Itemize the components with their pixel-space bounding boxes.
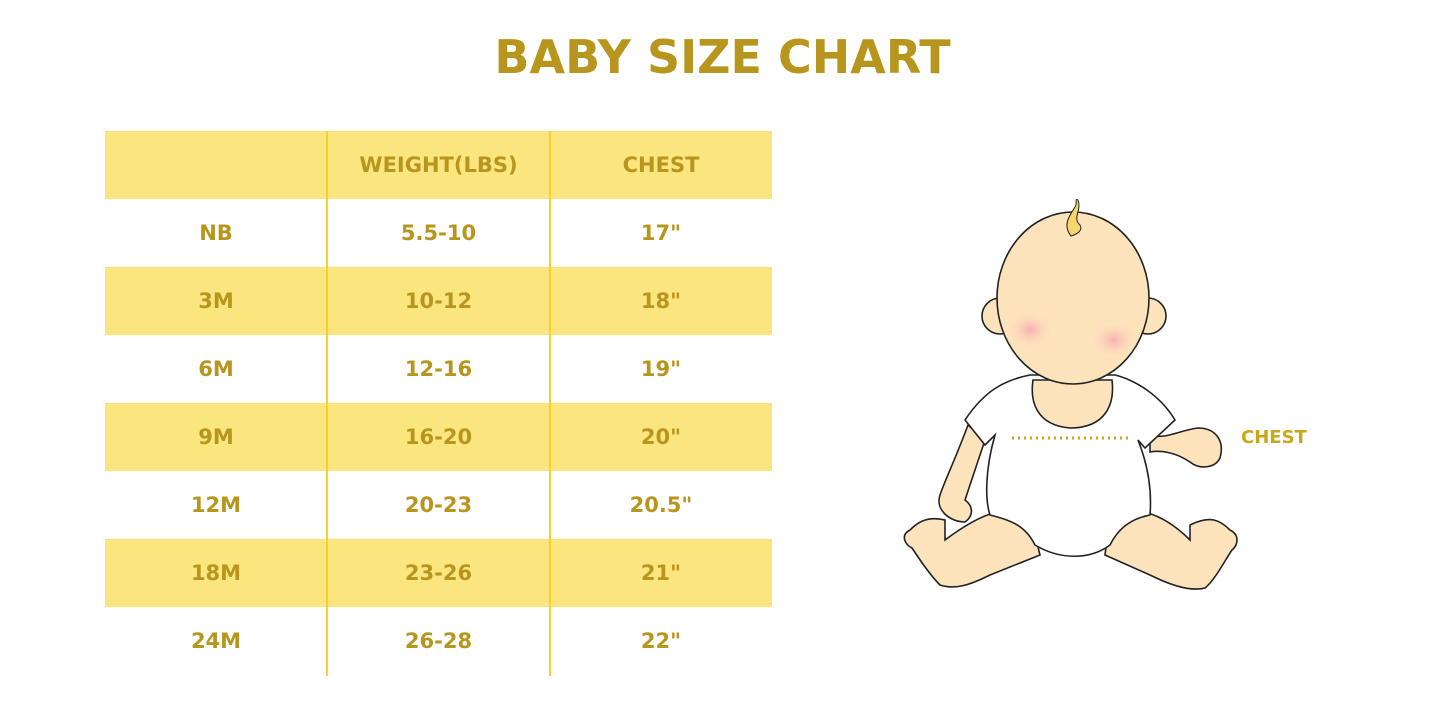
column-divider: [549, 131, 551, 676]
weight-cell: 12-16: [404, 357, 473, 381]
size-cell: 9M: [198, 425, 234, 449]
chest-cell: 19": [640, 357, 682, 381]
chest-cell: 21": [640, 561, 682, 585]
table-row: 24M 26-28 22": [105, 607, 772, 675]
size-cell: 3M: [198, 289, 234, 313]
table-row: 6M 12-16 19": [105, 335, 772, 403]
size-cell: 6M: [198, 357, 234, 381]
chest-cell: 18": [640, 289, 682, 313]
weight-cell: 16-20: [404, 425, 473, 449]
table-row: 18M 23-26 21": [105, 539, 772, 607]
column-divider: [326, 131, 328, 676]
weight-cell: 10-12: [404, 289, 473, 313]
table-header-row: WEIGHT(LBS) CHEST: [105, 131, 772, 199]
page-title: BABY SIZE CHART: [494, 30, 951, 84]
chest-cell: 20.5": [629, 493, 693, 517]
weight-cell: 20-23: [404, 493, 473, 517]
table-row: 3M 10-12 18": [105, 267, 772, 335]
size-cell: 18M: [190, 561, 242, 585]
chest-cell: 17": [640, 221, 682, 245]
table-row: 12M 20-23 20.5": [105, 471, 772, 539]
chest-cell: 22": [640, 629, 682, 653]
size-cell: NB: [199, 221, 233, 245]
weight-cell: 23-26: [404, 561, 473, 585]
table-row: 9M 16-20 20": [105, 403, 772, 471]
size-table: WEIGHT(LBS) CHEST NB 5.5-10 17" 3M 10-12…: [105, 131, 772, 675]
weight-cell: 5.5-10: [400, 221, 477, 245]
header-cell: WEIGHT(LBS): [359, 153, 518, 177]
header-cell: CHEST: [622, 153, 700, 177]
size-cell: 24M: [190, 629, 242, 653]
chest-label: CHEST: [1241, 427, 1307, 448]
table-row: NB 5.5-10 17": [105, 199, 772, 267]
chest-cell: 20": [640, 425, 682, 449]
size-cell: 12M: [190, 493, 242, 517]
weight-cell: 26-28: [404, 629, 473, 653]
